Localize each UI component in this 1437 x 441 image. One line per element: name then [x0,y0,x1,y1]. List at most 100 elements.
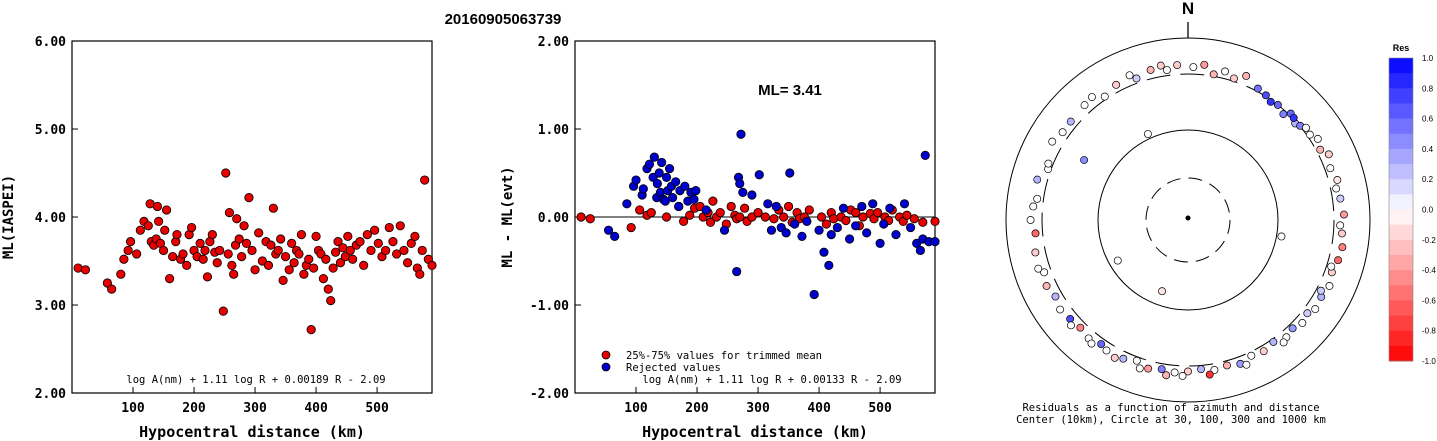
red-data-point [330,247,341,257]
polar-caption-line1: Residuals as a function of azimuth and d… [1022,402,1319,414]
red-data-point [585,214,595,224]
middle-axis-ticks: 100 200 300 400 500 -2.00 -1.00 0.00 1.00 2.00 [530,35,892,416]
station-point [1288,324,1297,333]
north-label: N [1182,0,1194,18]
blue-data-point [631,175,641,185]
colorbar-cell [1389,285,1413,301]
station-point [1102,346,1111,355]
red-data-point [195,238,205,248]
red-data-point [123,245,133,256]
station-point [1076,323,1085,332]
y-tick-label: -1.00 [530,299,569,314]
blue-data-point [826,230,836,240]
colorbar-cell [1389,270,1413,286]
red-data-point [395,221,405,231]
station-point [1034,264,1043,273]
blue-data-point [930,237,940,247]
station-point [1119,354,1128,363]
red-data-point [705,217,716,227]
y-tick-label: 6.00 [35,35,66,50]
station-point [1097,340,1106,349]
blue-data-point [763,199,773,209]
colorbar-tick-label: 1.0 [1422,54,1434,63]
red-data-point [769,214,779,224]
station-point [1261,91,1270,100]
blue-data-point [689,194,699,204]
red-data-point [318,273,328,284]
station-point [1230,74,1238,83]
blue-data-point [610,231,620,241]
red-data-point [345,245,355,256]
station-point [1051,292,1060,301]
circle-1000km [1005,37,1371,403]
red-data-point [223,249,233,259]
red-data-point [851,208,861,218]
red-data-point [200,245,210,256]
red-data-point [278,275,288,285]
x-tick-label: 100 [121,401,145,416]
blue-data-point [802,216,812,226]
red-data-point [410,231,420,241]
red-data-point [299,269,309,279]
red-data-point [161,205,172,215]
blue-data-point [797,231,807,241]
red-data-point [306,325,316,335]
red-data-point [747,212,757,222]
station-point [1132,74,1141,83]
blue-data-point [603,225,614,235]
legend-marker-red [601,350,611,360]
red-data-point [266,240,276,250]
blue-data-point [814,225,824,235]
station-point [1269,337,1278,346]
red-data-point [392,249,402,259]
station-point [1144,364,1153,373]
red-data-point [165,273,175,284]
station-point [1303,309,1312,318]
station-point [1044,159,1053,168]
red-data-point [373,238,383,248]
red-data-point [873,208,883,218]
colorbar-cell [1389,73,1413,89]
red-data-point [224,208,235,218]
blue-data-point [766,225,777,235]
red-data-point [362,230,372,240]
red-data-point [355,237,365,247]
colorbar-cell [1389,118,1413,135]
station-point [1158,287,1167,296]
station-point [1189,63,1198,71]
blue-data-point [691,186,701,196]
ml-annotation: ML= 3.41 [758,82,822,99]
red-data-point [296,230,307,240]
blue-data-point [754,170,764,180]
red-data-point [348,254,358,264]
blue-data-point [920,150,930,160]
blue-data-point [644,159,655,169]
blue-data-point [771,201,781,212]
red-data-point [909,214,919,224]
station-point [1289,113,1298,122]
red-data-point [685,210,695,220]
red-data-point [237,252,247,262]
left-data-points [73,168,437,335]
blue-data-point [649,152,659,162]
figure-title: 20160905063739 [445,11,562,28]
colorbar-tick-label: -0.4 [1422,266,1436,275]
station-point [1170,368,1179,377]
red-data-point [388,237,398,247]
station-point [1242,72,1251,80]
blue-data-point [891,230,901,240]
blue-data-point [819,247,829,257]
station-point [1311,305,1320,314]
station-point [1333,176,1342,184]
red-data-point [287,238,297,248]
colorbar-cell [1389,224,1413,241]
station-point [1087,93,1096,101]
colorbar-cell [1389,315,1413,332]
station-point [1162,66,1171,74]
red-data-point [172,230,182,240]
station-point [1340,210,1348,219]
red-data-point [244,193,254,203]
blue-data-point [851,221,861,231]
red-data-point [116,269,126,279]
red-data-point [250,265,260,275]
